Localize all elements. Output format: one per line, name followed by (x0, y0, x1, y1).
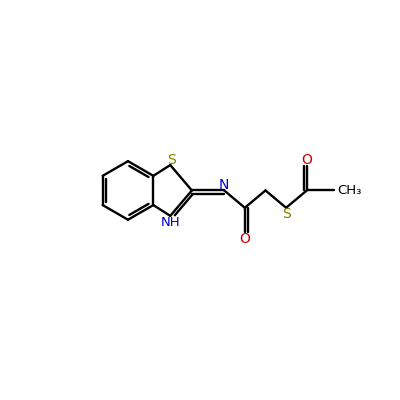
Text: S: S (167, 153, 176, 167)
Text: CH₃: CH₃ (338, 184, 362, 197)
Text: S: S (282, 207, 290, 221)
Text: O: O (301, 153, 312, 167)
Text: O: O (239, 232, 250, 246)
Text: NH: NH (161, 216, 181, 228)
Text: N: N (219, 178, 229, 192)
